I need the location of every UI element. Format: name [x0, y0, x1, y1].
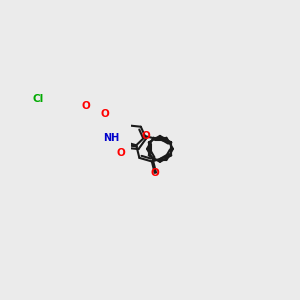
Text: O: O: [142, 131, 151, 141]
Text: O: O: [82, 100, 91, 111]
Text: O: O: [116, 148, 125, 158]
Text: NH: NH: [103, 133, 119, 143]
Text: O: O: [100, 110, 109, 119]
Text: O: O: [150, 168, 159, 178]
Text: Cl: Cl: [33, 94, 44, 104]
